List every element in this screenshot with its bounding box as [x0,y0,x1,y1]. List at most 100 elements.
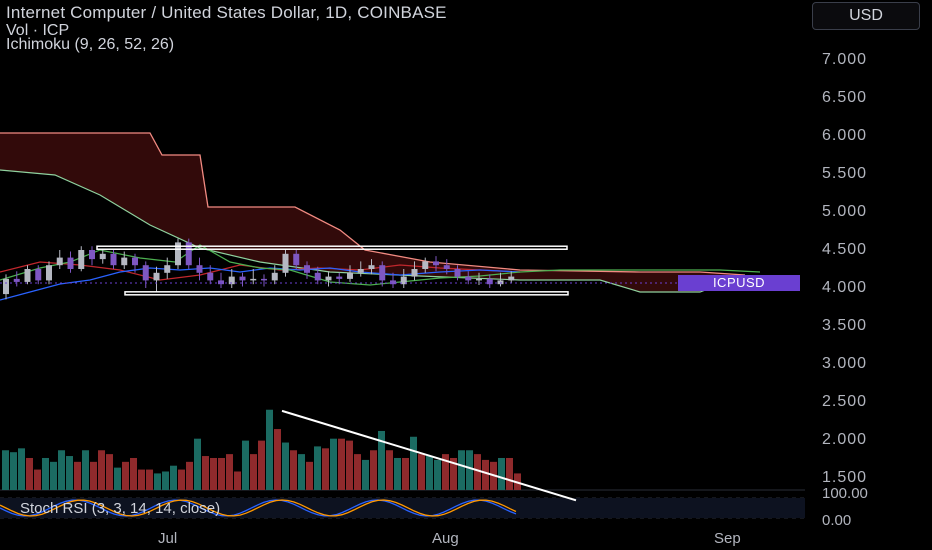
senkou-span-a [0,132,746,276]
volume-bar [250,454,257,490]
candle-body [443,265,450,269]
volume-bar [146,469,153,490]
stoch-axis-top: 100.00 [822,485,868,502]
candle-body [325,276,332,281]
stoch-axis-bottom: 0.00 [822,512,852,529]
currency-button[interactable]: USD [812,2,920,30]
volume-bar [210,457,217,490]
candle-body [175,242,181,266]
candle-body [24,269,31,282]
price-tick: 7.000 [822,51,868,68]
volume-bar [298,454,305,490]
volume-bar [162,471,169,490]
volume-bar [314,446,321,490]
volume-bar [18,448,25,490]
senkou-span-b [0,169,746,293]
annotations [0,245,678,502]
volume-bar [226,454,233,490]
candle-body [368,265,375,269]
volume-bar [170,465,177,490]
volume-bar [346,440,353,490]
candle-body [497,280,504,285]
candle-body [121,257,128,266]
chikou-line [0,244,761,286]
candle-body [110,253,117,266]
price-tick: 6.500 [822,89,868,106]
volume-bar [42,457,49,490]
volume-bar [362,459,369,490]
volume-bar [338,438,345,490]
volume-bar [202,456,209,490]
candle-body [357,269,364,273]
volume-bar [450,457,457,490]
stoch-rsi-pane [0,499,517,517]
candle-body [476,278,482,281]
volume-bar [482,459,489,490]
volume-bar [10,452,17,490]
volume-bar [394,457,401,490]
candle-body [486,278,493,285]
candle-body [99,253,106,260]
stoch-rsi-label: Stoch RSI (3, 3, 14, 14, close) [20,500,221,517]
candle-body [508,276,515,281]
volume-bar [266,409,273,490]
volume-bar [106,454,113,490]
candle-body [314,272,321,281]
chart-title: Internet Computer / United States Dollar… [6,3,447,22]
symbol-price-badge: ICPUSD [678,275,800,291]
price-tick: 2.500 [822,393,868,410]
cloud-fill [0,133,745,292]
candle-body [336,276,343,279]
volume-bar [234,471,241,490]
range-resistance-line [96,245,568,250]
candle-body [196,265,203,273]
price-tick: 2.000 [822,431,868,448]
candle-body [379,265,386,281]
candle-body [89,250,95,260]
volume-bar [114,467,121,490]
candle-body [304,265,310,273]
candle-body [433,261,439,266]
price-tick: 4.000 [822,279,868,296]
volume-bar [26,457,33,490]
candle-body [46,265,52,281]
volume-bar [82,450,89,490]
candle-body [293,253,300,266]
candle-body [239,276,246,281]
price-tick: 1.500 [822,469,868,486]
candle-body [207,272,214,281]
volume-bar [186,461,193,490]
candle-body [454,269,461,277]
volume-bar [258,440,265,490]
volume-bar [330,438,337,490]
price-tick: 4.500 [822,241,868,258]
volume-bar [50,461,57,490]
volume-bar [2,450,9,490]
volume-bar [386,450,393,490]
candle-body [218,280,224,285]
volume-bar [466,450,473,490]
candle-body [3,278,9,295]
volume-bar [274,429,281,490]
volume-bar [306,461,313,490]
candle-body [411,269,418,277]
volume-bar [282,442,289,490]
candle-body [250,278,257,281]
price-tick: 5.000 [822,203,868,220]
candle-body [228,276,235,285]
volume-bar [242,440,249,490]
time-tick-aug: Aug [432,530,459,547]
volume-bar [194,438,201,490]
volume-bar [370,450,377,490]
candle-body [390,280,396,285]
volume-bar [138,469,145,490]
volume-bar [498,457,505,490]
range-support-line [124,291,569,296]
volume-bar [290,450,297,490]
volume-bar [442,454,449,490]
volume-bar [130,457,137,490]
volume-bar [34,469,41,490]
candle-body [67,257,74,269]
volume-bar [434,459,441,490]
